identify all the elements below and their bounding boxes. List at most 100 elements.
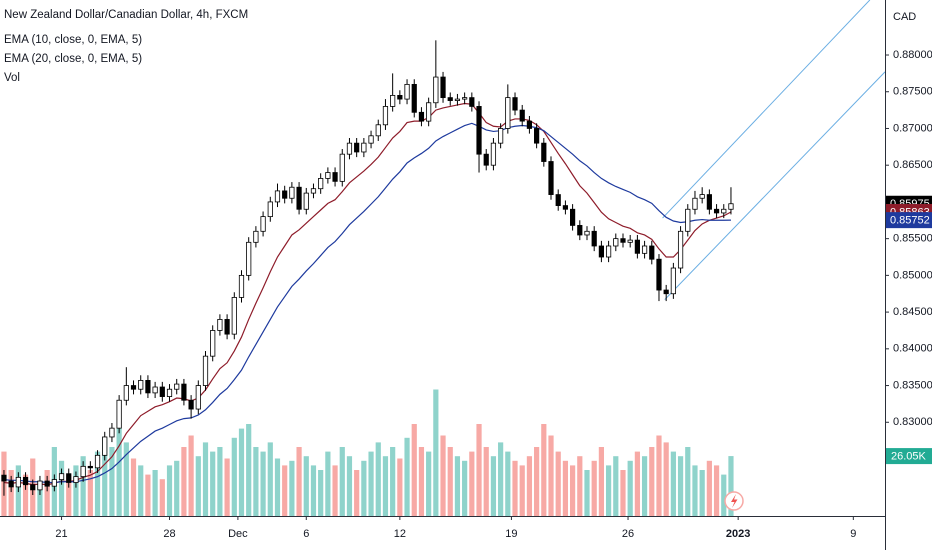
volume-bar [37, 481, 43, 516]
volume-bar [685, 447, 691, 516]
volume-bar [613, 456, 619, 516]
volume-bar [677, 456, 684, 516]
candle-body [87, 465, 93, 469]
candle-body [570, 208, 576, 226]
volume-bar [310, 465, 317, 516]
candle-body [1, 474, 7, 482]
volume-bar [390, 447, 396, 516]
volume-bar [656, 435, 662, 516]
candle-body [728, 203, 734, 210]
volume-bar [469, 451, 475, 516]
volume-bar [282, 465, 288, 516]
candle-body [663, 289, 669, 295]
candle-body [433, 76, 439, 104]
volume-bar [145, 474, 151, 516]
alert-bolt[interactable] [731, 494, 738, 508]
volume-bar [318, 470, 324, 516]
candle-body [613, 238, 619, 247]
candle-body [462, 97, 468, 100]
volume-bar [706, 460, 712, 516]
volume-bar [188, 435, 194, 516]
volume-bar [454, 456, 461, 516]
y-tick-label: 0.87000 [893, 122, 932, 134]
volume-bar [73, 465, 79, 516]
volume-bar [210, 451, 216, 516]
volume-bar [721, 474, 727, 516]
volume-bar [289, 460, 295, 516]
volume-bar [519, 465, 525, 516]
y-tick-label: 0.84500 [893, 306, 932, 318]
volume-bar [224, 458, 230, 516]
volume-bar [713, 465, 720, 516]
candle-body [246, 241, 252, 276]
y-tick-label: 0.88000 [893, 49, 932, 61]
candle-body [634, 239, 640, 254]
volume-bar [512, 460, 518, 516]
candle-body [490, 142, 497, 166]
candle-body [627, 239, 633, 243]
volume-bar [267, 442, 273, 516]
candle-body [332, 172, 338, 182]
plot-area [1, 0, 886, 516]
candle-body [73, 476, 79, 483]
candle-body [238, 274, 245, 298]
volume-bar [548, 435, 554, 516]
volume-bar [375, 442, 381, 516]
y-tick-label: 0.85500 [893, 233, 932, 245]
volume-bar [634, 451, 640, 516]
candle-body [289, 186, 295, 199]
candle-body [411, 83, 417, 113]
candle-body [505, 97, 511, 129]
candle-body [282, 190, 288, 199]
candle-body [641, 245, 648, 254]
volume-bar [627, 460, 633, 516]
volume-legend: Vol [4, 72, 20, 84]
candle-body [512, 97, 518, 111]
candle-body [202, 355, 209, 386]
candle-body [620, 238, 626, 243]
volume-bar [8, 470, 14, 516]
candle-body [440, 76, 446, 99]
volume-bar [505, 451, 511, 516]
y-tick-label: 0.83500 [893, 379, 932, 391]
volume-bar [699, 470, 705, 516]
candle-body [296, 186, 302, 210]
candle-body [397, 95, 403, 100]
volume-bar [404, 437, 410, 516]
volume-bar [94, 451, 101, 516]
ema-legend: EMA (10, close, 0, EMA, 5) [4, 34, 142, 46]
volume-bar [109, 447, 115, 516]
volume-bar [577, 456, 583, 516]
candle-body [541, 142, 547, 162]
candle-body [555, 194, 561, 206]
x-tick-label: Dec [228, 528, 248, 540]
candle-body [253, 230, 259, 243]
volume-bar [526, 456, 533, 516]
candle-body [454, 98, 461, 101]
volume-bar [534, 447, 540, 516]
candle-body [181, 383, 187, 401]
candle-body [526, 120, 533, 129]
volume-bar [202, 442, 209, 516]
candle-body [318, 178, 324, 190]
candle-body [174, 383, 180, 390]
volume-badge [886, 448, 932, 465]
volume-bar [152, 470, 158, 516]
y-tick-label: 0.83000 [893, 416, 932, 428]
volume-bar [490, 456, 497, 516]
candle-body [58, 473, 65, 480]
candle-body [188, 399, 194, 410]
volume-bar [354, 470, 360, 516]
volume-bar [138, 465, 144, 516]
volume-bar [591, 460, 597, 516]
candle-body [584, 230, 590, 236]
candle-body [390, 95, 396, 107]
candle-body [325, 172, 331, 179]
volume-bar [166, 465, 173, 516]
y-tick-label: 0.86500 [893, 159, 932, 171]
volume-bar [562, 460, 569, 516]
x-tick-label: 9 [850, 528, 856, 540]
ema-line [3, 102, 732, 486]
candle-body [224, 319, 230, 335]
alert-icon[interactable] [724, 491, 744, 511]
